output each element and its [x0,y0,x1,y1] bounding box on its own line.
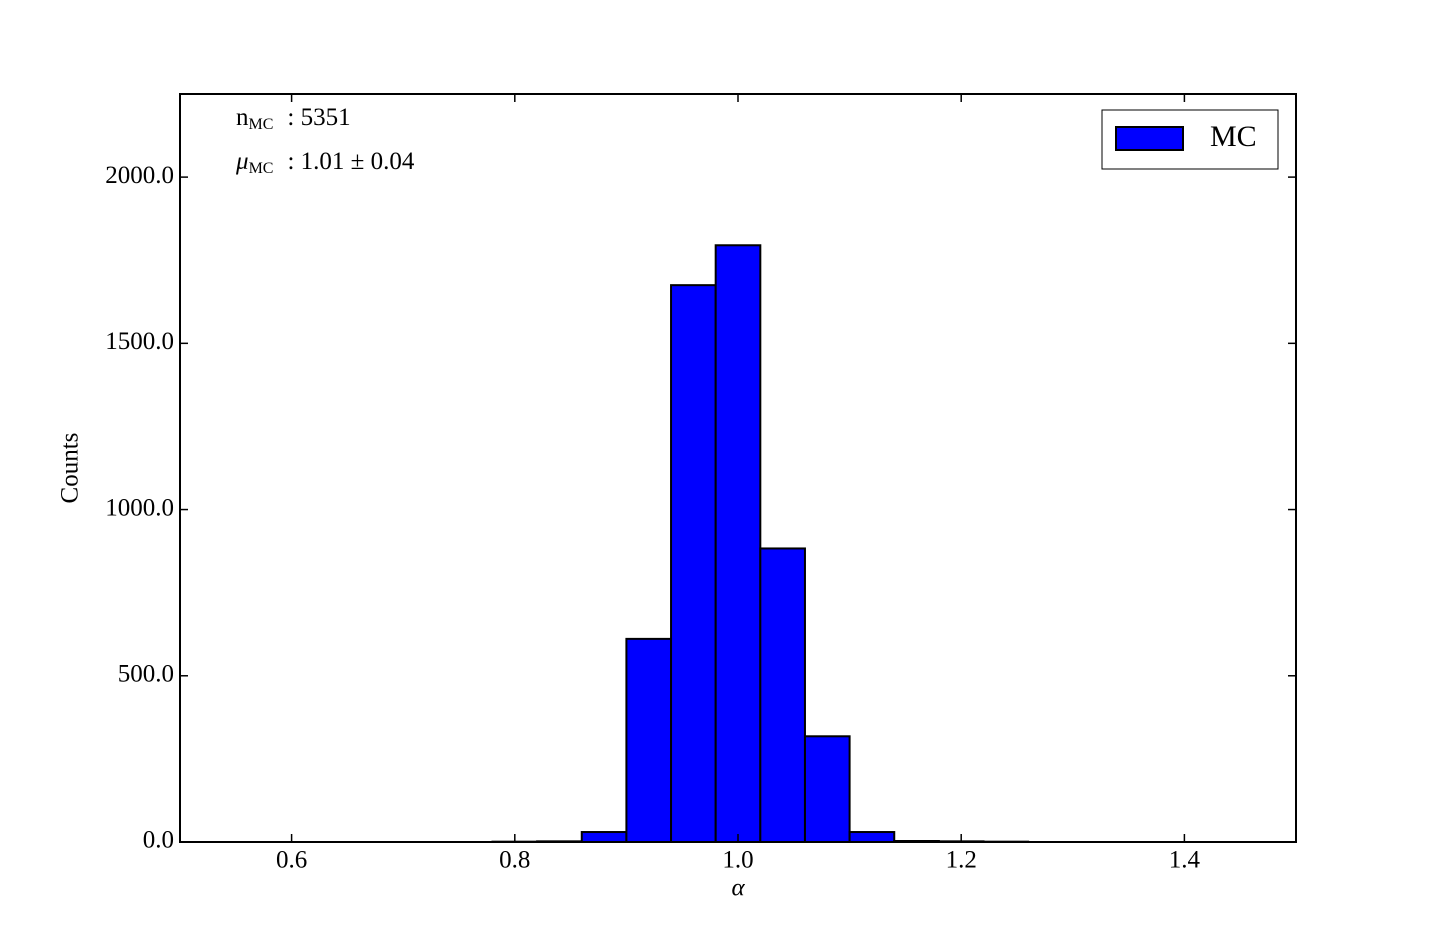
x-tick-label: 0.6 [276,847,307,874]
legend-swatch [1115,126,1184,151]
annotation-text: : 1.01 ± 0.04 [287,148,414,175]
x-axis-label: α [731,875,745,902]
bar [670,284,717,843]
bar [803,735,851,843]
annotation-text: : 5351 [287,104,350,131]
y-tick-label: 1500.0 [105,328,174,355]
bar [759,547,806,843]
x-tick-label: 0.8 [499,847,530,874]
bar [714,244,762,844]
annotation: nMC : 5351 [236,104,351,133]
annotation-symbol: μ [235,148,249,175]
bar [625,637,673,844]
y-axis-label: Counts [57,433,84,504]
bar [848,831,896,844]
y-tick-label: 0.0 [143,827,174,854]
y-tick-label: 1000.0 [105,494,174,521]
y-tick-label: 500.0 [118,661,174,688]
annotation: μMC : 1.01 ± 0.04 [235,148,415,177]
x-tick-label: 1.4 [1169,847,1201,874]
x-tick-label: 1.2 [946,847,977,874]
y-tick-label: 2000.0 [105,162,174,189]
annotation-subscript: MC [249,116,274,133]
annotation-subscript: MC [249,160,274,177]
x-tick-label: 1.0 [722,847,753,874]
bar [580,831,628,844]
legend-label: MC [1210,120,1257,153]
annotation-symbol: n [236,104,249,131]
